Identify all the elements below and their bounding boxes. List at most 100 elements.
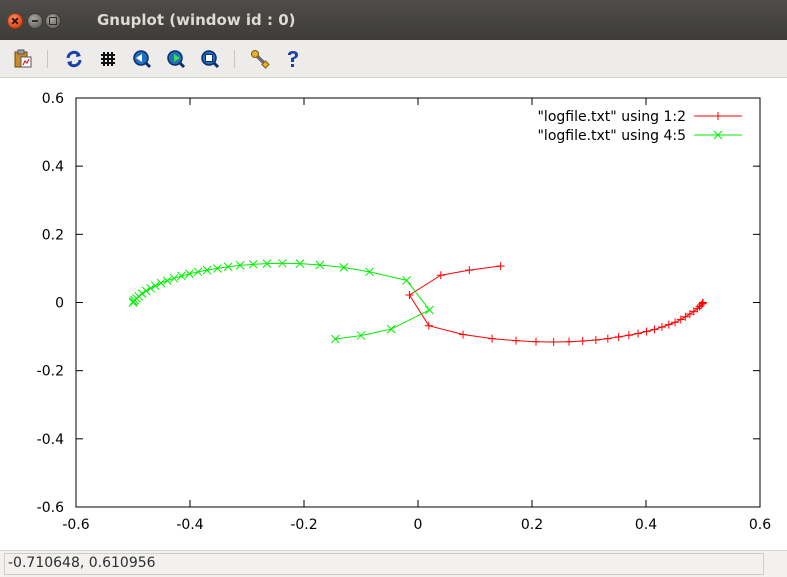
data-point-series-2 — [330, 334, 340, 344]
toggle-grid-button[interactable] — [98, 49, 118, 69]
plot-border — [75, 97, 761, 508]
data-point-series-1 — [436, 271, 445, 280]
data-point-series-2 — [315, 260, 325, 270]
data-point-series-1 — [603, 334, 612, 343]
toolbar-separator — [47, 50, 48, 68]
y-tick-label: 0.4 — [42, 159, 64, 175]
data-point-series-2 — [150, 281, 160, 291]
data-point-series-1 — [512, 336, 521, 345]
autoscale-button[interactable] — [200, 49, 220, 69]
y-tick-label: 0.6 — [42, 91, 64, 107]
legend-label-series-1: "logfile.txt" using 1:2 — [537, 109, 686, 125]
x-tick-label: 0.2 — [521, 517, 543, 533]
next-zoom-icon — [167, 50, 186, 69]
previous-zoom-button[interactable] — [132, 49, 152, 69]
series-line-1 — [408, 265, 704, 343]
data-point-series-1 — [531, 337, 540, 346]
data-point-series-1 — [642, 327, 651, 336]
data-point-series-2 — [162, 276, 172, 286]
data-point-series-2 — [248, 259, 258, 269]
previous-zoom-icon — [133, 50, 152, 69]
status-bar: -0.710648, 0.610956 — [0, 550, 787, 577]
data-point-series-1 — [614, 332, 623, 341]
data-point-series-2 — [235, 260, 245, 270]
data-point-series-1 — [698, 299, 707, 308]
data-point-series-2 — [386, 324, 396, 334]
y-tick-label: 0 — [55, 296, 64, 312]
legend-marker-series-1 — [714, 112, 722, 120]
help-button[interactable] — [283, 49, 303, 69]
minimize-window-button[interactable] — [27, 13, 43, 29]
data-point-series-1 — [676, 315, 685, 324]
data-point-series-1 — [591, 335, 600, 344]
data-point-series-2 — [202, 265, 212, 275]
replot-icon — [66, 50, 82, 68]
data-point-series-1 — [624, 331, 633, 340]
replot-button[interactable] — [64, 49, 84, 69]
data-point-series-1 — [496, 262, 505, 271]
data-point-series-2 — [277, 258, 287, 268]
legend-marker-series-2 — [713, 130, 723, 140]
data-point-series-2 — [223, 262, 233, 272]
data-point-series-2 — [402, 275, 411, 285]
toolbar-separator — [234, 50, 235, 68]
data-point-series-1 — [634, 329, 643, 338]
data-point-series-1 — [699, 298, 707, 307]
data-point-series-2 — [128, 298, 138, 307]
data-point-series-1 — [465, 266, 474, 275]
toolbar — [0, 40, 787, 78]
copy-to-clipboard-button[interactable] — [13, 49, 33, 69]
data-point-series-2 — [213, 264, 222, 273]
x-tick-label: -0.6 — [62, 517, 89, 533]
data-point-series-2 — [193, 267, 203, 277]
data-point-series-1 — [664, 320, 673, 329]
data-point-series-1 — [671, 318, 680, 327]
x-tick-label: 0.4 — [635, 517, 657, 533]
data-point-series-2 — [365, 267, 374, 277]
copy-to-clipboard-icon — [14, 49, 32, 68]
settings-icon — [251, 50, 270, 69]
data-point-series-2 — [425, 305, 434, 315]
y-tick-label: -0.2 — [37, 364, 64, 380]
toggle-grid-icon — [101, 52, 115, 66]
window-title: Gnuplot (window id : 0) — [97, 11, 296, 29]
chart: -0.6 -0.4 -0.2 0 0.2 0.4 0.6 0.6 0.4 0.2 0 -0.2 -0.… — [37, 91, 772, 533]
x-tick-label: 0.6 — [749, 517, 771, 533]
y-tick-label: -0.6 — [37, 500, 64, 516]
data-point-series-2 — [185, 269, 194, 279]
settings-button[interactable] — [250, 49, 270, 69]
plot-canvas[interactable]: -0.6 -0.4 -0.2 0 0.2 0.4 0.6 0.6 0.4 0.2 0 -0.2 -0.… — [0, 78, 787, 550]
data-point-series-1 — [681, 312, 690, 321]
data-point-series-2 — [141, 286, 151, 296]
autoscale-icon — [201, 50, 220, 69]
maximize-window-button[interactable] — [45, 13, 61, 29]
next-zoom-button[interactable] — [166, 49, 186, 69]
data-point-series-1 — [650, 325, 659, 334]
data-point-series-2 — [356, 331, 366, 340]
y-tick-label: 0.2 — [42, 227, 64, 243]
legend-label-series-2: "logfile.txt" using 4:5 — [537, 128, 686, 144]
close-window-button[interactable] — [7, 13, 23, 29]
data-point-series-1 — [549, 338, 558, 347]
x-tick-label: -0.2 — [290, 517, 317, 533]
data-point-series-1 — [657, 323, 666, 332]
data-point-series-2 — [339, 263, 349, 272]
data-point-series-1 — [459, 330, 468, 339]
y-tick-label: -0.4 — [37, 432, 64, 448]
status-frame — [4, 553, 764, 575]
x-tick-label: 0 — [414, 517, 423, 533]
data-point-series-2 — [177, 271, 186, 281]
mouse-coordinates: -0.710648, 0.610956 — [8, 555, 156, 571]
data-point-series-1 — [424, 321, 433, 330]
data-point-series-2 — [146, 283, 156, 293]
data-point-series-2 — [169, 273, 179, 283]
help-icon — [288, 51, 298, 67]
title-bar: Gnuplot (window id : 0) — [0, 0, 787, 40]
data-point-series-1 — [405, 291, 414, 300]
x-tick-label: -0.4 — [176, 517, 203, 533]
data-point-series-2 — [295, 259, 305, 268]
data-point-series-2 — [262, 259, 272, 268]
data-point-series-2 — [156, 278, 166, 288]
data-point-series-1 — [565, 337, 574, 346]
data-point-series-1 — [578, 337, 587, 346]
